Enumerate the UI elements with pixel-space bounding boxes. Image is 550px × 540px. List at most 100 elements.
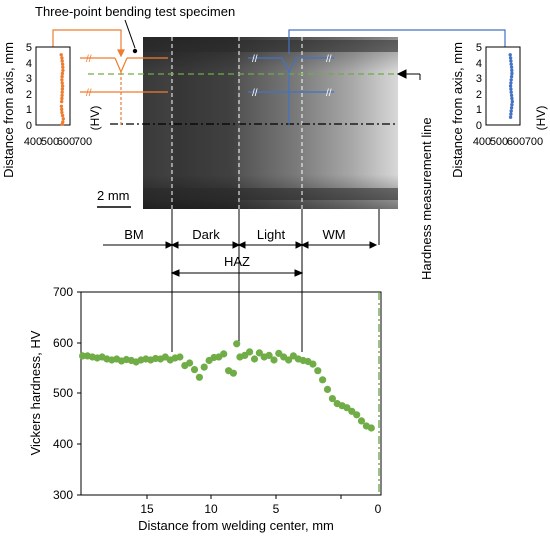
main-ytick-400: 400	[53, 437, 73, 451]
specimen-micrograph	[143, 37, 398, 209]
inset-right-point-14	[510, 96, 514, 101]
blue-break-mark-bottom: //	[252, 88, 258, 99]
inset-right-point-7	[509, 74, 514, 79]
region-label-haz: HAZ	[224, 254, 250, 269]
inset-right-point-20	[508, 115, 513, 119]
inset-right-point-10	[508, 84, 513, 88]
inset-left-ytick-5: 5	[26, 42, 32, 54]
inset-right-xlabel: (HV)	[534, 106, 548, 131]
region-arrows	[103, 241, 378, 277]
blue-break-mark-top-right: //	[326, 54, 332, 65]
inset-left-point-9	[60, 81, 64, 85]
inset-right-point-19	[509, 112, 513, 116]
inset-left-ytick-1: 1	[26, 104, 32, 116]
inset-left-point-11	[60, 87, 65, 91]
region-dividers	[171, 209, 380, 352]
main-xtick-15: 15	[140, 502, 154, 516]
inset-right-markers	[508, 53, 514, 119]
inset-right-xtick-700: 700	[525, 136, 543, 148]
inset-left-point-13	[60, 93, 64, 98]
inset-left-xlabel: (HV)	[88, 106, 102, 131]
hardness-point-31	[229, 369, 237, 377]
main-chart: 300 400 500 600 700 15 10 5 0 Distance f…	[28, 285, 382, 533]
main-xtick-10: 10	[204, 502, 218, 516]
hardness-point-37	[255, 349, 263, 357]
region-label-bg-bm	[114, 227, 154, 243]
inset-left-ytick-3: 3	[26, 73, 32, 85]
inset-left-point-10	[60, 84, 65, 88]
inset-right-point-15	[510, 99, 514, 104]
inset-left-point-16	[59, 104, 64, 109]
inset-left-ytick-4: 4	[26, 58, 32, 70]
inset-left-point-0	[59, 53, 63, 57]
hardness-point-36	[250, 355, 259, 363]
main-ytick-500: 500	[53, 386, 73, 400]
region-label-dark: Dark	[192, 227, 220, 242]
inset-left-point-19	[60, 113, 65, 118]
hardness-point-29	[220, 350, 228, 358]
hardness-point-22	[186, 359, 194, 367]
inset-left-point-20	[61, 117, 65, 121]
region-label-bg-wm	[313, 227, 357, 243]
main-xtick-5: 5	[273, 502, 280, 516]
hardness-point-51	[323, 385, 332, 393]
inset-right: 0 1 2 3 4 5 400 500 600 700 Distance fro…	[450, 42, 548, 178]
specimen-label-dot	[132, 48, 138, 54]
inset-right-ytick-1: 1	[476, 104, 482, 116]
inset-right-point-12	[509, 90, 513, 94]
main-chart-markers	[79, 340, 375, 432]
hardness-point-32	[233, 340, 241, 348]
hardness-line-arrow	[396, 69, 421, 80]
inset-right-xtick-600: 600	[507, 136, 525, 148]
inset-right-point-8	[509, 78, 513, 82]
inset-right-point-0	[508, 53, 512, 57]
inset-right-point-2	[509, 59, 513, 63]
blue-break-mark-top: //	[252, 54, 258, 65]
hardness-point-35	[246, 348, 254, 356]
main-ytick-700: 700	[53, 285, 73, 299]
orange-pointer-arrow	[117, 49, 125, 58]
blue-specimen-schematic: // // // //	[248, 29, 506, 125]
main-chart-y-ticks	[77, 291, 81, 496]
micrograph-shading	[143, 37, 398, 209]
inset-left-xtick-600: 600	[57, 136, 75, 148]
inset-left-point-22	[60, 122, 64, 126]
main-ytick-600: 600	[53, 336, 73, 350]
hardness-point-40	[270, 356, 278, 364]
inset-left-point-12	[60, 90, 64, 94]
inset-left-point-14	[60, 96, 64, 101]
inset-left-point-5	[61, 68, 65, 73]
inset-left-ytick-0: 0	[26, 120, 32, 132]
inset-right-point-6	[510, 71, 514, 76]
inset-right-point-16	[510, 103, 514, 107]
main-ytick-300: 300	[53, 488, 73, 502]
main-xtick-0: 0	[375, 502, 382, 516]
orange-break-mark-bottom: //	[86, 88, 92, 99]
inset-right-point-5	[510, 68, 514, 73]
hardness-point-49	[314, 367, 322, 375]
region-label-wm: WM	[322, 227, 345, 242]
inset-right-frame	[485, 46, 521, 126]
hardness-point-48	[309, 360, 317, 368]
inset-left-point-4	[61, 65, 65, 70]
hardness-point-24	[195, 373, 203, 381]
hardness-point-60	[367, 424, 375, 432]
inset-left-xtick-400: 400	[24, 136, 42, 148]
inset-left-xtick-500: 500	[41, 136, 59, 148]
specimen-label-leader	[124, 19, 136, 49]
inset-left-ytick-2: 2	[26, 89, 32, 101]
inset-left-frame	[35, 46, 71, 126]
region-label-bm: BM	[124, 227, 144, 242]
region-label-light: Light	[257, 227, 286, 242]
specimen-label: Three-point bending test specimen	[35, 4, 235, 19]
inset-right-ytick-4: 4	[476, 58, 482, 70]
hardness-line-label: Hardness measurement line	[419, 117, 434, 280]
hardness-point-20	[176, 353, 184, 361]
inset-right-point-17	[509, 106, 514, 110]
inset-right-point-1	[508, 56, 513, 60]
inset-left-point-17	[60, 107, 64, 112]
inset-right-point-13	[509, 93, 514, 98]
inset-right-point-3	[509, 62, 513, 66]
inset-right-point-18	[509, 109, 513, 113]
